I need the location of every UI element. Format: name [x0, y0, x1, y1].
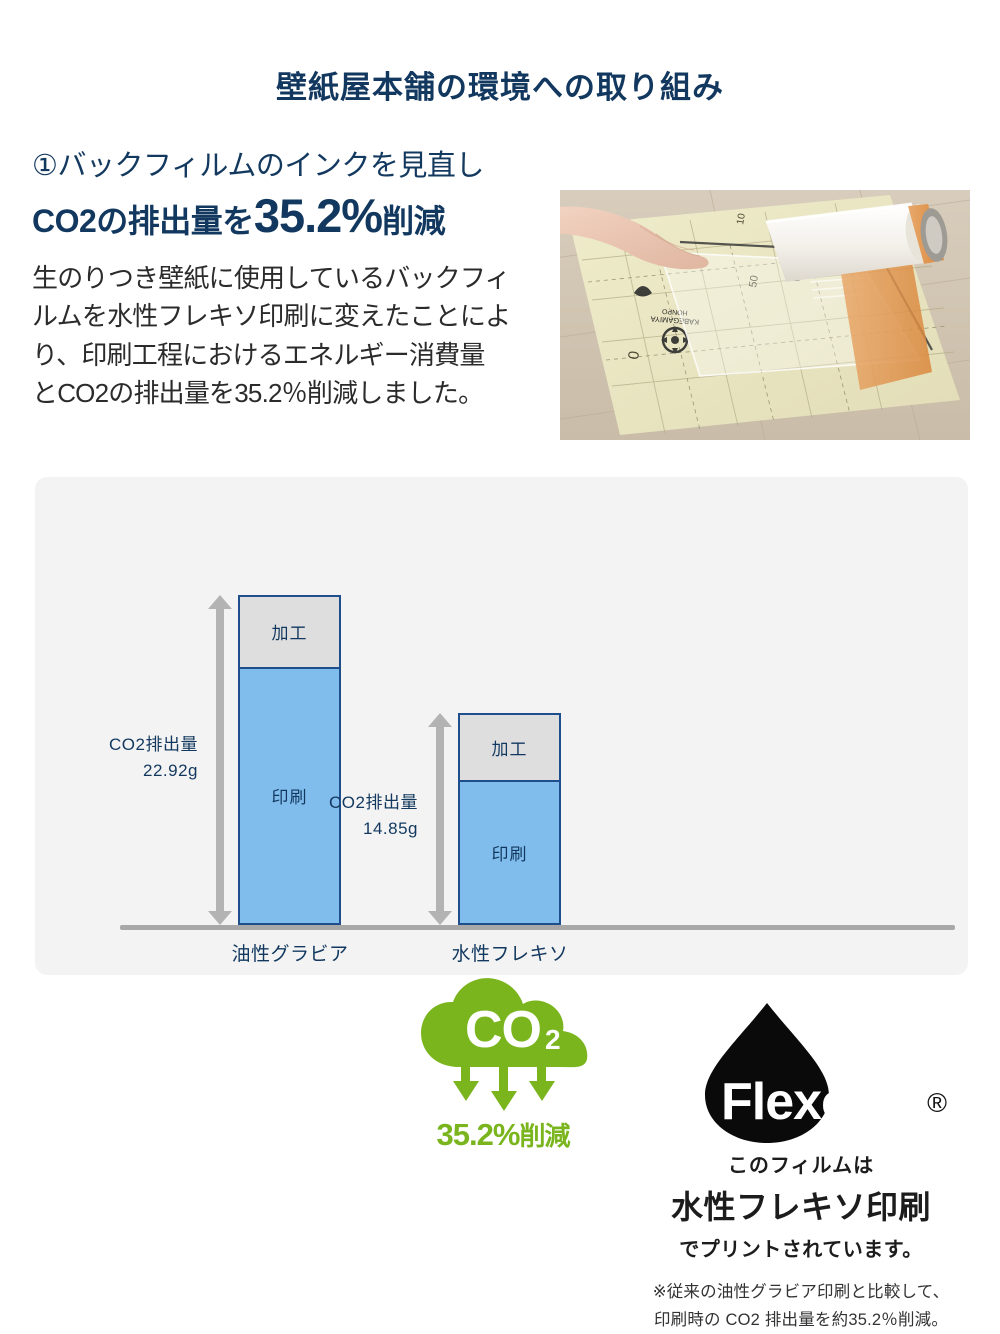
intro-section: ①バックフィルムのインクを見直し CO2の排出量を 35.2% 削減 生のりつき壁紙…	[32, 148, 552, 413]
emission-label-value: 14.85g	[363, 818, 418, 838]
arrow-head-up-icon	[428, 713, 452, 727]
svg-text:KABEGAMIYA: KABEGAMIYA	[650, 314, 699, 326]
flexo-note-line: 印刷時の CO2 排出量を約35.2％削減。	[653, 1311, 949, 1330]
arrow-head-down-icon	[208, 911, 232, 925]
svg-text:CO: CO	[465, 1001, 541, 1059]
arrow-head-up-icon	[208, 595, 232, 609]
intro-body: 生のりつき壁紙に使用しているバックフィ ルムを水性フレキソ印刷に変えたことによ …	[32, 259, 552, 413]
info-panel: 加工 印刷 CO2排出量 22.92g 油性グラビア 加工 印刷	[35, 477, 968, 1329]
svg-text:10: 10	[735, 212, 748, 225]
intro-body-line: 生のりつき壁紙に使用しているバックフィ	[32, 262, 511, 293]
svg-text:0: 0	[625, 350, 643, 361]
arrow-shaft	[436, 724, 444, 914]
co2-cloud-icon: CO 2	[421, 978, 588, 1111]
page-root: 壁紙屋本舗の環境への取り組み ①バックフィルムのインクを見直し CO2の排出量を…	[32, 70, 970, 1329]
emission-label-oil: CO2排出量 22.92g	[70, 732, 198, 783]
bar-water-flexo: 加工 印刷	[458, 713, 561, 925]
flexo-line3: でプリントされています。	[679, 1239, 923, 1261]
co2-bar-chart: 加工 印刷 CO2排出量 22.92g 油性グラビア 加工 印刷	[35, 477, 955, 975]
flexo-line2: 水性フレキソ印刷	[670, 1189, 931, 1225]
registered-mark-icon: ®	[927, 1088, 947, 1118]
co2-reduction-block: CO 2 35.2%削減	[405, 975, 601, 1153]
intro-body-line: とCO2の排出量を35.2％削減しました。	[32, 378, 484, 409]
svg-text:2: 2	[545, 1024, 561, 1055]
headline-suffix: 削減	[382, 203, 446, 240]
intro-lead: ①バックフィルムのインクを見直し	[32, 150, 484, 182]
flexo-line1: このフィルムは	[727, 1155, 875, 1177]
svg-text:HONPO: HONPO	[661, 307, 688, 316]
page-title: 壁紙屋本舗の環境への取り組み	[276, 70, 724, 105]
svg-text:50: 50	[747, 274, 761, 288]
headline-prefix: CO2の排出量を	[32, 203, 254, 240]
chart-baseline	[120, 925, 955, 930]
flexo-logo: Flexo ®	[631, 997, 971, 1147]
reduction-text: 35.2%削減	[405, 1116, 601, 1153]
intro-body-line: り、印刷工程におけるエネルギー消費量	[32, 339, 485, 370]
arrow-head-down-icon	[428, 911, 452, 925]
flexo-note: ※従来の油性グラビア印刷と比較して、 印刷時の CO2 排出量を約35.2％削減…	[631, 1278, 971, 1334]
flexo-note-line: ※従来の油性グラビア印刷と比較して、	[652, 1283, 950, 1301]
category-label-oil: 油性グラビア	[231, 944, 349, 965]
reduction-value: 35.2%	[436, 1117, 521, 1152]
emission-arrow-flexo	[428, 713, 452, 925]
svg-text:Flexo: Flexo	[721, 1073, 852, 1131]
bar-segment-processing: 加工	[460, 715, 559, 782]
emission-arrow-oil	[208, 595, 232, 925]
emission-label-flexo: CO2排出量 14.85g	[290, 790, 418, 841]
intro-body-line: ルムを水性フレキソ印刷に変えたことによ	[32, 301, 511, 332]
flexo-block: Flexo ® このフィルムは 水性フレキソ印刷 でプリントされています。 ※従…	[631, 997, 971, 1334]
reduction-suffix: 削減	[519, 1121, 570, 1151]
intro-headline: CO2の排出量を 35.2% 削減	[32, 188, 552, 244]
arrow-shaft	[216, 606, 224, 914]
category-label-flexo: 水性フレキソ	[451, 944, 569, 965]
bar-segment-printing: 印刷	[240, 668, 339, 923]
emission-label-value: 22.92g	[143, 760, 198, 780]
emission-label-title: CO2排出量	[329, 793, 418, 812]
bar-oil-gravure: 加工 印刷	[238, 595, 341, 925]
wallpaper-roll-photo: KABEGAMIYA HONPO 0 50 10 10	[560, 190, 970, 440]
bar-segment-processing: 加工	[240, 597, 339, 669]
emission-label-title: CO2排出量	[109, 735, 198, 754]
headline-value: 35.2%	[253, 189, 383, 243]
bar-segment-printing: 印刷	[460, 781, 559, 923]
